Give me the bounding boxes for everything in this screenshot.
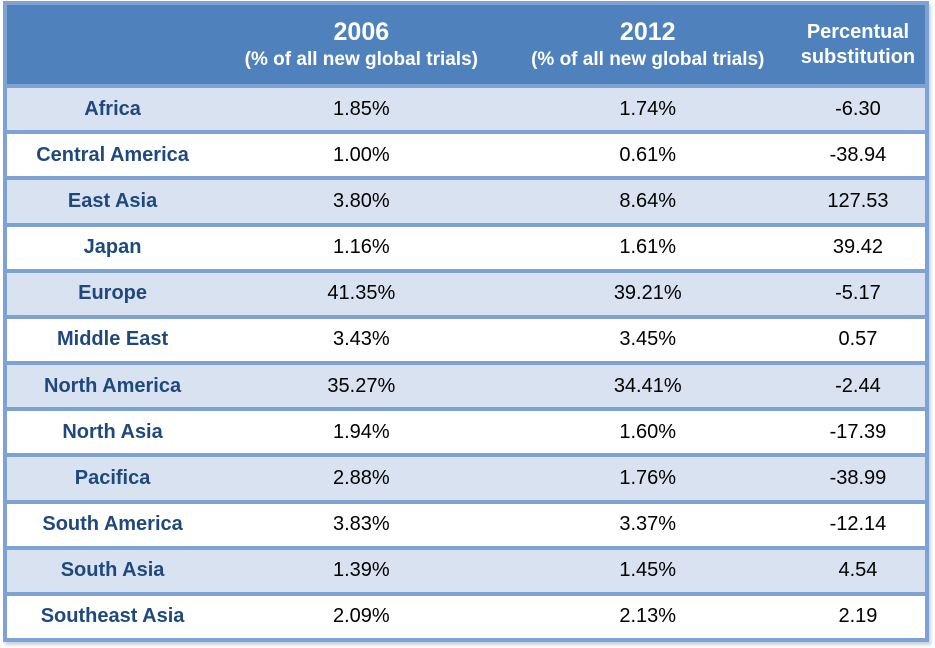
region-cell: Pacifica [74,466,151,489]
value-2012-cell: 2.13% [619,605,677,628]
table-row: Pacifica 2.88% 1.76% -38.99 [7,453,925,500]
value-2012-cell: 3.37% [619,513,677,536]
region-cell: Japan [83,236,142,259]
substitution-cell: -2.44 [835,374,881,397]
header-region-cell [7,5,218,84]
region-cell: Africa [84,97,141,120]
table-row: Japan 1.16% 1.61% 39.42 [7,222,925,269]
value-2006-cell: 3.80% [332,189,390,212]
region-cell: South Asia [60,559,165,582]
table-row: Southeast Asia 2.09% 2.13% 2.19 [7,591,925,639]
value-2006-cell: 1.94% [332,420,390,443]
table-row: North Asia 1.94% 1.60% -17.39 [7,407,925,454]
region-cell: North America [44,374,182,397]
header-2006-subtitle: (% of all new global trials) [244,49,478,71]
region-cell: Europe [78,282,148,305]
value-2006-cell: 1.85% [332,97,390,120]
value-2012-cell: 39.21% [613,282,682,305]
header-2012-cell: 2012 (% of all new global trials) [505,5,791,84]
value-2006-cell: 2.88% [332,466,390,489]
table-row: South America 3.83% 3.37% -12.14 [7,499,925,546]
value-2006-cell: 41.35% [327,282,396,305]
header-substitution-cell: Percentual substitution [791,5,925,84]
region-cell: Middle East [56,328,169,351]
substitution-cell: -38.99 [829,466,887,489]
header-2006-year: 2006 [333,18,390,46]
value-2006-cell: 1.00% [332,143,390,166]
value-2012-cell: 3.45% [619,328,677,351]
value-2012-cell: 1.74% [619,97,677,120]
header-substitution-line1: Percentual [806,20,910,43]
table-row: Middle East 3.43% 3.45% 0.57 [7,314,925,362]
value-2006-cell: 1.16% [332,236,390,259]
substitution-cell: -38.94 [829,143,887,166]
value-2012-cell: 34.41% [613,374,682,397]
value-2006-cell: 35.27% [327,374,396,397]
substitution-cell: 127.53 [827,189,889,212]
header-2006-cell: 2006 (% of all new global trials) [218,5,504,84]
value-2012-cell: 1.60% [619,420,677,443]
header-substitution-line2: substitution [800,45,916,68]
substitution-cell: -6.30 [835,97,881,120]
value-2006-cell: 1.39% [332,559,390,582]
table-row: Europe 41.35% 39.21% -5.17 [7,268,925,315]
value-2006-cell: 3.83% [332,513,390,536]
value-2012-cell: 0.61% [619,143,677,166]
substitution-cell: 39.42 [832,236,883,259]
value-2012-cell: 1.61% [619,236,677,259]
value-2012-cell: 1.76% [619,466,677,489]
region-cell: Central America [36,143,189,166]
header-2012-subtitle: (% of all new global trials) [531,49,765,71]
value-2006-cell: 3.43% [332,328,390,351]
table-row: Africa 1.85% 1.74% -6.30 [7,84,925,131]
substitution-cell: -12.14 [829,513,887,536]
substitution-cell: -5.17 [835,282,881,305]
region-cell: Southeast Asia [40,605,185,628]
region-cell: South America [42,513,183,536]
value-2012-cell: 1.45% [619,559,677,582]
region-cell: North Asia [62,420,163,443]
substitution-cell: 0.57 [838,328,878,351]
header-2012-year: 2012 [619,18,676,46]
table-row: East Asia 3.80% 8.64% 127.53 [7,176,925,223]
substitution-cell: 4.54 [838,559,878,582]
substitution-cell: -17.39 [829,420,887,443]
trials-table: 2006 (% of all new global trials) 2012 (… [3,1,929,642]
table-row: North America 35.27% 34.41% -2.44 [7,361,925,408]
substitution-cell: 2.19 [838,605,878,628]
value-2006-cell: 2.09% [332,605,390,628]
region-cell: East Asia [67,189,158,212]
table-row: Central America 1.00% 0.61% -38.94 [7,130,925,177]
table-row: South Asia 1.39% 1.45% 4.54 [7,545,925,592]
value-2012-cell: 8.64% [619,189,677,212]
table-header-row: 2006 (% of all new global trials) 2012 (… [7,5,925,84]
